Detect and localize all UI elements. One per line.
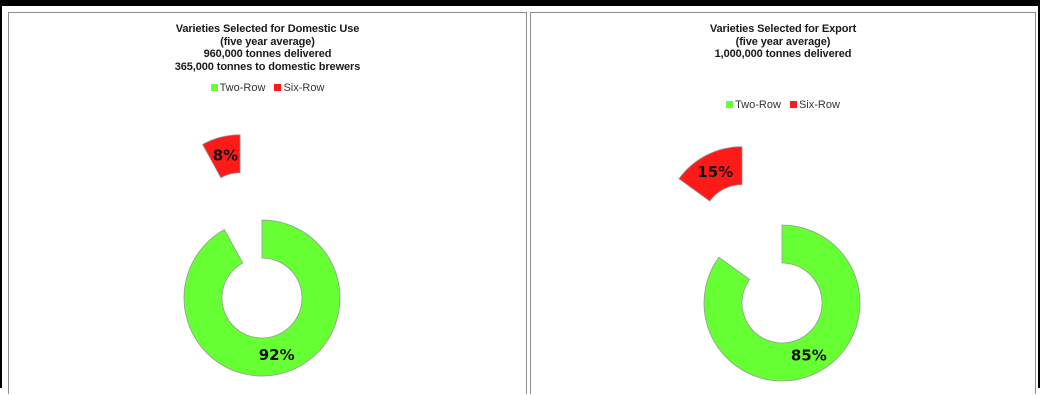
legend-label: Two-Row [735, 99, 781, 111]
domestic-chart-panel: Varieties Selected for Domestic Use (fiv… [8, 12, 527, 394]
legend-item: Six-Row [789, 99, 840, 111]
chart-title-block: Varieties Selected for Domestic Use (fiv… [9, 23, 526, 73]
legend-item: Two-Row [210, 82, 266, 94]
donut-slice-two-row [703, 224, 861, 382]
donut-slice-six-row [201, 134, 241, 179]
legend-swatch-six-row [274, 84, 282, 91]
legend-swatch-two-row [210, 84, 218, 91]
chart-title: Varieties Selected for Export [709, 23, 857, 35]
slice-data-label: 92% [259, 346, 295, 364]
legend-item: Six-Row [274, 82, 324, 94]
legend-label: Six-Row [798, 99, 840, 111]
chart-subtitle-line: (five year average) [735, 35, 831, 48]
chart-title-block: Varieties Selected for Export (five year… [531, 23, 1035, 61]
chart-subtitle-line: 1,000,000 tonnes delivered [714, 48, 852, 60]
chart-title: Varieties Selected for Domestic Use [175, 23, 360, 35]
legend-label: Two-Row [219, 82, 266, 94]
slice-data-label: 8% [213, 147, 238, 165]
chart-subtitle-line: 960,000 tonnes delivered [203, 48, 332, 60]
domestic-donut-chart: 92% 8% [183, 134, 341, 377]
chart-legend: Two-Row Six-Row [9, 82, 526, 94]
export-chart-panel: Varieties Selected for Export (five year… [530, 12, 1036, 394]
slice-data-label: 85% [791, 347, 827, 365]
chart-subtitle-line: 365,000 tonnes to domestic brewers [174, 60, 361, 73]
chart-subtitle-line: (five year average) [220, 35, 315, 48]
legend-label: Six-Row [283, 82, 325, 94]
export-donut-chart: 85% 15% [678, 146, 861, 382]
donut-slice-two-row [183, 219, 341, 377]
legend-item: Two-Row [726, 99, 781, 111]
legend-swatch-six-row [789, 101, 797, 108]
legend-swatch-two-row [726, 101, 734, 108]
donut-slice-six-row [678, 146, 743, 202]
slice-data-label: 15% [697, 163, 733, 181]
chart-legend: Two-Row Six-Row [531, 99, 1035, 111]
